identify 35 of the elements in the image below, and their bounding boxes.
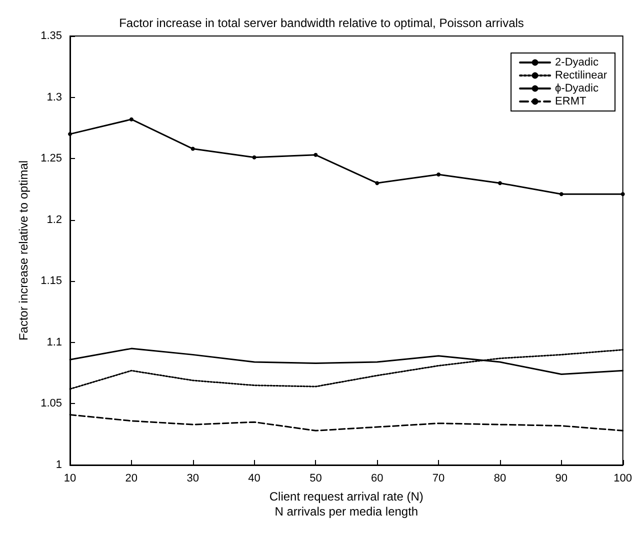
- x-tick-label: 90: [555, 472, 568, 484]
- y-axis-title: Factor increase relative to optimal: [16, 160, 31, 341]
- y-tick-label: 1.35: [40, 30, 62, 42]
- point: [190, 146, 195, 151]
- x-tick-label: 70: [432, 472, 445, 484]
- point: [559, 192, 564, 196]
- x-tick-label: 10: [64, 472, 76, 484]
- legend-label: Rectilinear: [555, 70, 608, 82]
- y-tick-label: 1.25: [40, 152, 62, 165]
- x-tick-label: 30: [186, 472, 199, 484]
- point: [375, 181, 380, 186]
- point: [314, 152, 318, 157]
- point: [498, 181, 502, 186]
- x-axis-title: Client request arrival rate (N) N arrivals per media length: [269, 489, 424, 518]
- y-tick-label: 1.3: [46, 91, 62, 104]
- y-tick-label: 1.15: [40, 275, 62, 288]
- x-tick-label: 60: [371, 472, 384, 484]
- y-tick-label: 1: [56, 459, 62, 471]
- y-tick-label: 1.2: [46, 214, 62, 226]
- legend-label: 2-Dyadic: [555, 56, 599, 68]
- x-tick-label: 50: [310, 472, 322, 484]
- x-tick-label: 20: [125, 472, 138, 484]
- y-tick-label: 1.1: [46, 336, 62, 348]
- point: [436, 172, 441, 177]
- point: [252, 155, 256, 160]
- point: [68, 132, 72, 136]
- legend-label: ERMT: [555, 96, 586, 108]
- x-tick-label: 100: [614, 472, 632, 484]
- y-tick-label: 1.05: [40, 398, 62, 410]
- legend-label: ϕ-Dyadic: [555, 82, 599, 94]
- point: [620, 192, 625, 196]
- point: [129, 117, 134, 122]
- x-tick-label: 40: [248, 472, 260, 484]
- x-tick-label: 80: [494, 472, 506, 484]
- chart-title: Factor increase in total server bandwidth relative to optimal, Poisson arrivals: [119, 16, 524, 30]
